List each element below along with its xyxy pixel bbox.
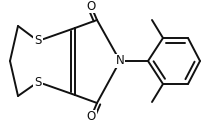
- Text: S: S: [34, 76, 42, 89]
- Text: O: O: [86, 0, 96, 13]
- Text: O: O: [86, 110, 96, 123]
- Text: N: N: [116, 54, 124, 68]
- Text: S: S: [34, 34, 42, 47]
